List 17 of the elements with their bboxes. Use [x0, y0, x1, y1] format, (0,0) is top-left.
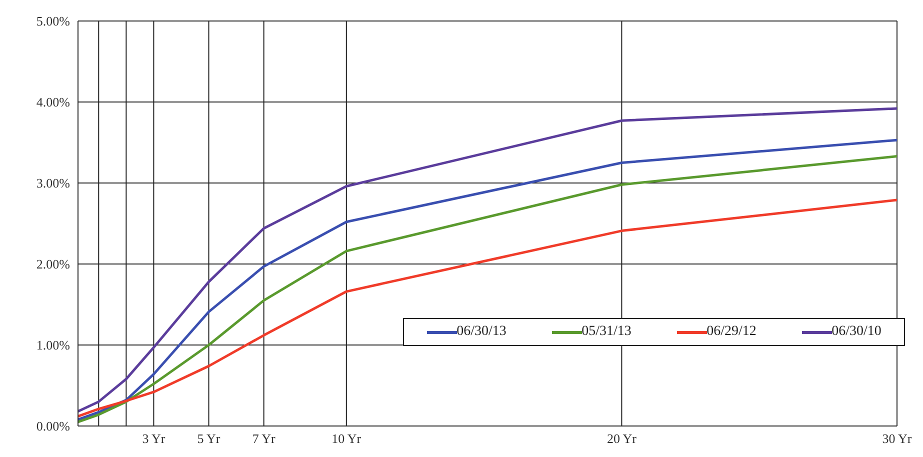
- y-tick-label: 0.00%: [36, 418, 70, 434]
- legend-label: 06/30/10: [832, 324, 882, 340]
- x-tick-label: 20 Yr: [606, 431, 638, 446]
- x-tick-label: 7 Yr: [252, 431, 276, 446]
- x-tick-label: 30 Yr: [882, 431, 912, 446]
- legend-label: 06/29/12: [706, 324, 756, 340]
- x-tick-label: 3 Yr: [142, 431, 166, 446]
- y-tick-label: 1.00%: [36, 338, 70, 353]
- legend-label: 06/30/13: [456, 324, 506, 340]
- y-tick-label: 2.00%: [36, 256, 70, 272]
- y-tick-label: 4.00%: [36, 94, 70, 110]
- x-tick-label: 10 Yr: [332, 431, 362, 446]
- x-tick-label: 5 Yr: [197, 431, 221, 446]
- y-tick-label: 5.00%: [36, 14, 70, 29]
- y-tick-label: 3.00%: [36, 176, 70, 191]
- legend-label: 05/31/13: [582, 324, 632, 340]
- line-series: [78, 198, 897, 418]
